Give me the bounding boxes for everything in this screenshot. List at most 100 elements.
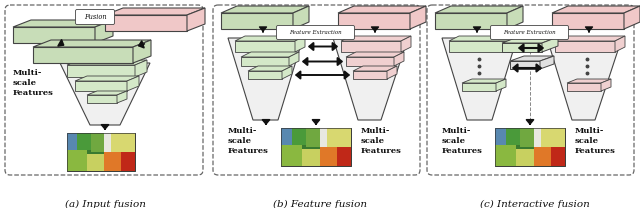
Bar — [67, 133, 91, 150]
Polygon shape — [394, 52, 404, 66]
Polygon shape — [449, 41, 509, 52]
Polygon shape — [567, 79, 611, 83]
Bar — [91, 133, 111, 152]
Bar — [520, 128, 541, 147]
Bar — [67, 133, 135, 171]
Polygon shape — [228, 38, 303, 120]
Polygon shape — [241, 57, 289, 66]
Polygon shape — [346, 52, 404, 57]
Polygon shape — [507, 6, 523, 29]
Text: Features: Features — [228, 147, 269, 155]
Polygon shape — [133, 40, 151, 63]
Polygon shape — [289, 52, 299, 66]
Text: scale: scale — [575, 137, 599, 145]
Text: Multi-: Multi- — [442, 127, 472, 135]
Bar — [495, 128, 565, 166]
Polygon shape — [601, 79, 611, 91]
Text: Fusion: Fusion — [84, 13, 106, 21]
FancyBboxPatch shape — [276, 26, 355, 40]
Bar — [67, 150, 88, 171]
Polygon shape — [353, 66, 397, 71]
Text: Multi-: Multi- — [575, 127, 604, 135]
Polygon shape — [221, 13, 293, 29]
Polygon shape — [95, 20, 113, 43]
Bar — [551, 147, 565, 166]
Bar — [305, 128, 326, 147]
Polygon shape — [127, 76, 139, 91]
Bar — [495, 128, 565, 166]
Polygon shape — [509, 36, 519, 52]
Polygon shape — [449, 36, 519, 41]
Polygon shape — [462, 83, 496, 91]
Bar — [534, 128, 541, 147]
Polygon shape — [496, 79, 506, 91]
Polygon shape — [235, 36, 305, 41]
Bar — [281, 128, 291, 145]
Text: Features: Features — [13, 89, 54, 97]
FancyBboxPatch shape — [490, 26, 568, 40]
Polygon shape — [624, 6, 640, 29]
Polygon shape — [333, 38, 408, 120]
Polygon shape — [353, 71, 387, 79]
Polygon shape — [33, 47, 133, 63]
Polygon shape — [387, 66, 397, 79]
Text: Features: Features — [575, 147, 616, 155]
Polygon shape — [87, 91, 127, 95]
FancyBboxPatch shape — [76, 10, 115, 25]
Polygon shape — [401, 36, 411, 52]
Polygon shape — [341, 36, 411, 41]
Polygon shape — [248, 66, 292, 71]
Polygon shape — [615, 36, 625, 52]
Polygon shape — [60, 63, 150, 125]
Bar — [281, 128, 305, 145]
Bar — [495, 128, 520, 145]
Polygon shape — [435, 6, 523, 13]
Polygon shape — [442, 38, 517, 120]
Polygon shape — [410, 6, 426, 29]
Polygon shape — [502, 43, 542, 52]
Polygon shape — [502, 37, 558, 43]
Polygon shape — [510, 56, 554, 61]
Polygon shape — [547, 38, 622, 120]
Bar — [122, 152, 135, 171]
Polygon shape — [552, 6, 640, 13]
Polygon shape — [555, 36, 625, 41]
Polygon shape — [338, 13, 410, 29]
Text: (b) Feature fusion: (b) Feature fusion — [273, 200, 367, 208]
Polygon shape — [338, 6, 426, 13]
Polygon shape — [248, 71, 282, 79]
Polygon shape — [542, 37, 558, 52]
Polygon shape — [75, 76, 139, 81]
Bar — [495, 128, 506, 145]
Polygon shape — [67, 60, 147, 65]
Bar — [88, 154, 104, 171]
Text: scale: scale — [361, 137, 385, 145]
Text: scale: scale — [442, 137, 466, 145]
Polygon shape — [87, 95, 117, 103]
Polygon shape — [435, 13, 507, 29]
Text: Feature Extraction: Feature Extraction — [503, 30, 556, 35]
Bar — [104, 133, 111, 152]
Text: (c) Interactive fusion: (c) Interactive fusion — [479, 200, 589, 208]
Polygon shape — [282, 66, 292, 79]
Bar — [541, 128, 565, 147]
Polygon shape — [135, 60, 147, 77]
Polygon shape — [235, 41, 295, 52]
Polygon shape — [221, 6, 309, 13]
Polygon shape — [510, 61, 540, 69]
Text: scale: scale — [13, 79, 37, 87]
Bar — [104, 152, 122, 171]
Text: Features: Features — [361, 147, 402, 155]
Bar — [281, 128, 351, 166]
Polygon shape — [540, 56, 554, 69]
Polygon shape — [555, 41, 615, 52]
Bar — [281, 128, 351, 166]
Text: Multi-: Multi- — [361, 127, 390, 135]
Text: (a) Input fusion: (a) Input fusion — [65, 200, 146, 208]
Polygon shape — [33, 40, 151, 47]
Bar — [111, 133, 135, 152]
Bar — [534, 147, 551, 166]
Text: Multi-: Multi- — [228, 127, 257, 135]
Polygon shape — [75, 81, 127, 91]
Polygon shape — [462, 79, 506, 83]
